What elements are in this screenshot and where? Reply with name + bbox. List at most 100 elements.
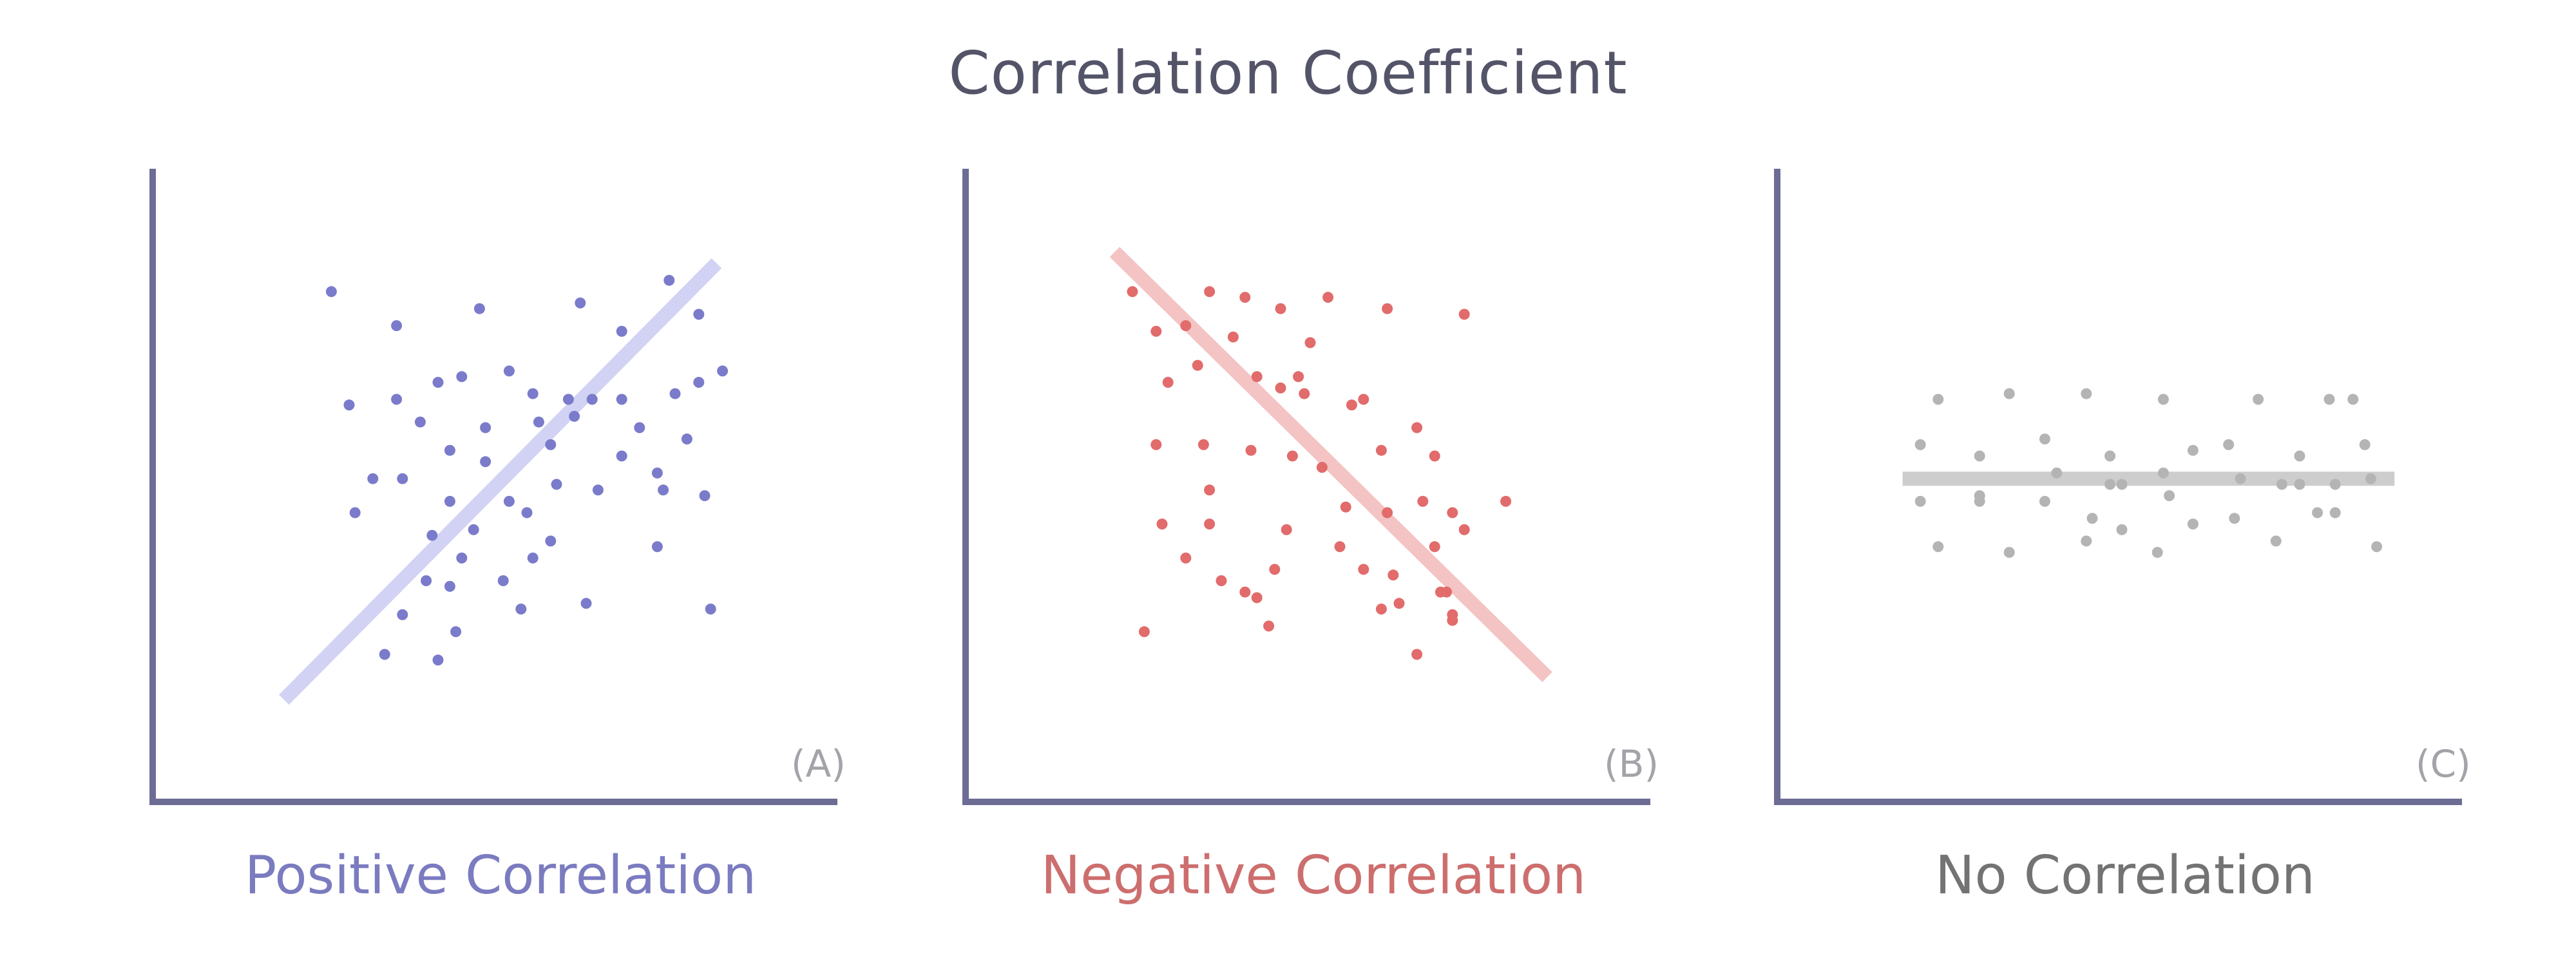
data-point [1269, 564, 1281, 575]
data-point [468, 524, 479, 535]
data-point [1417, 495, 1429, 507]
panel-tag: (C) [2416, 742, 2471, 786]
data-point [343, 399, 355, 411]
data-point [1150, 325, 1162, 337]
data-point [2359, 439, 2371, 450]
data-point [2116, 524, 2128, 535]
data-point [1180, 552, 1192, 564]
data-point [1382, 507, 1393, 518]
data-point [1393, 598, 1405, 609]
data-point [1299, 388, 1310, 399]
data-point [432, 377, 444, 388]
data-point [693, 309, 705, 320]
data-point [2116, 479, 2128, 490]
data-point [503, 365, 515, 377]
data-point [2104, 479, 2116, 490]
data-point [1138, 626, 1150, 638]
data-point [2223, 439, 2235, 450]
data-point [592, 484, 604, 496]
data-point [1127, 286, 1138, 298]
data-point [651, 467, 663, 479]
data-point [1458, 524, 1470, 535]
data-point [2229, 513, 2240, 524]
data-point [1204, 484, 1216, 496]
data-point [1974, 490, 1985, 502]
data-point [1245, 444, 1257, 456]
data-point [367, 473, 379, 484]
data-point [2253, 394, 2264, 405]
data-point [1263, 620, 1275, 632]
data-point [569, 410, 580, 422]
data-point [2276, 479, 2287, 490]
data-point [1411, 422, 1423, 433]
data-point [2365, 473, 2376, 484]
no-correlation-plot [1774, 169, 2462, 805]
data-point [533, 416, 544, 428]
data-point [562, 394, 574, 405]
data-point [1251, 592, 1263, 604]
positive-correlation-label: Positive Correlation [244, 845, 757, 906]
data-point [1914, 495, 1926, 507]
data-point [1239, 292, 1251, 303]
data-point [2270, 535, 2282, 547]
data-point [693, 377, 705, 388]
data-point [1275, 382, 1286, 394]
data-point [349, 507, 361, 518]
data-point [325, 286, 337, 298]
data-point [545, 439, 557, 450]
data-point [497, 575, 509, 587]
data-point [2039, 433, 2050, 445]
data-point [1375, 444, 1387, 456]
data-point [2164, 490, 2175, 502]
data-point [2312, 507, 2323, 518]
data-point [1388, 569, 1399, 581]
data-point [2104, 450, 2116, 462]
data-point [391, 320, 403, 332]
data-point [444, 495, 455, 507]
panel-tag: (B) [1604, 742, 1659, 786]
data-point [527, 552, 539, 564]
data-point [1251, 371, 1263, 383]
data-point [1322, 292, 1334, 303]
no-correlation-panel: (C) No Correlation [1774, 169, 2476, 909]
data-point [2081, 535, 2092, 547]
data-point [1346, 399, 1357, 411]
data-point [1316, 462, 1328, 473]
data-point [2081, 388, 2092, 399]
data-point [2235, 473, 2246, 484]
negative-correlation-panel: (B) Negative Correlation [962, 169, 1665, 909]
data-point [616, 394, 627, 405]
data-point [450, 626, 462, 638]
data-point [1974, 450, 1985, 462]
data-point [1358, 564, 1369, 575]
data-point [397, 609, 408, 620]
panel-tag: (A) [791, 742, 846, 786]
data-point [1932, 541, 1944, 553]
data-point [1216, 575, 1227, 587]
data-point [1447, 614, 1458, 626]
data-point [1150, 439, 1162, 450]
data-point [2371, 541, 2383, 553]
data-point [421, 575, 432, 587]
data-point [586, 394, 598, 405]
data-point [580, 598, 592, 609]
data-point [699, 490, 711, 502]
data-point [1382, 303, 1393, 314]
page-title: Correlation Coefficient [948, 39, 1628, 108]
data-point [669, 388, 681, 399]
data-point [1932, 394, 1944, 405]
data-point [1304, 337, 1316, 348]
data-point [456, 371, 468, 383]
data-point [515, 604, 527, 615]
data-point [616, 325, 627, 337]
data-point [651, 541, 663, 553]
data-point [634, 422, 645, 433]
data-point [2323, 394, 2335, 405]
positive-correlation-plot [149, 169, 837, 805]
data-point [1411, 649, 1423, 660]
data-point [1358, 394, 1369, 405]
data-point [575, 297, 586, 309]
data-point [1293, 371, 1304, 383]
data-point [1197, 439, 1209, 450]
data-point [1281, 524, 1292, 535]
